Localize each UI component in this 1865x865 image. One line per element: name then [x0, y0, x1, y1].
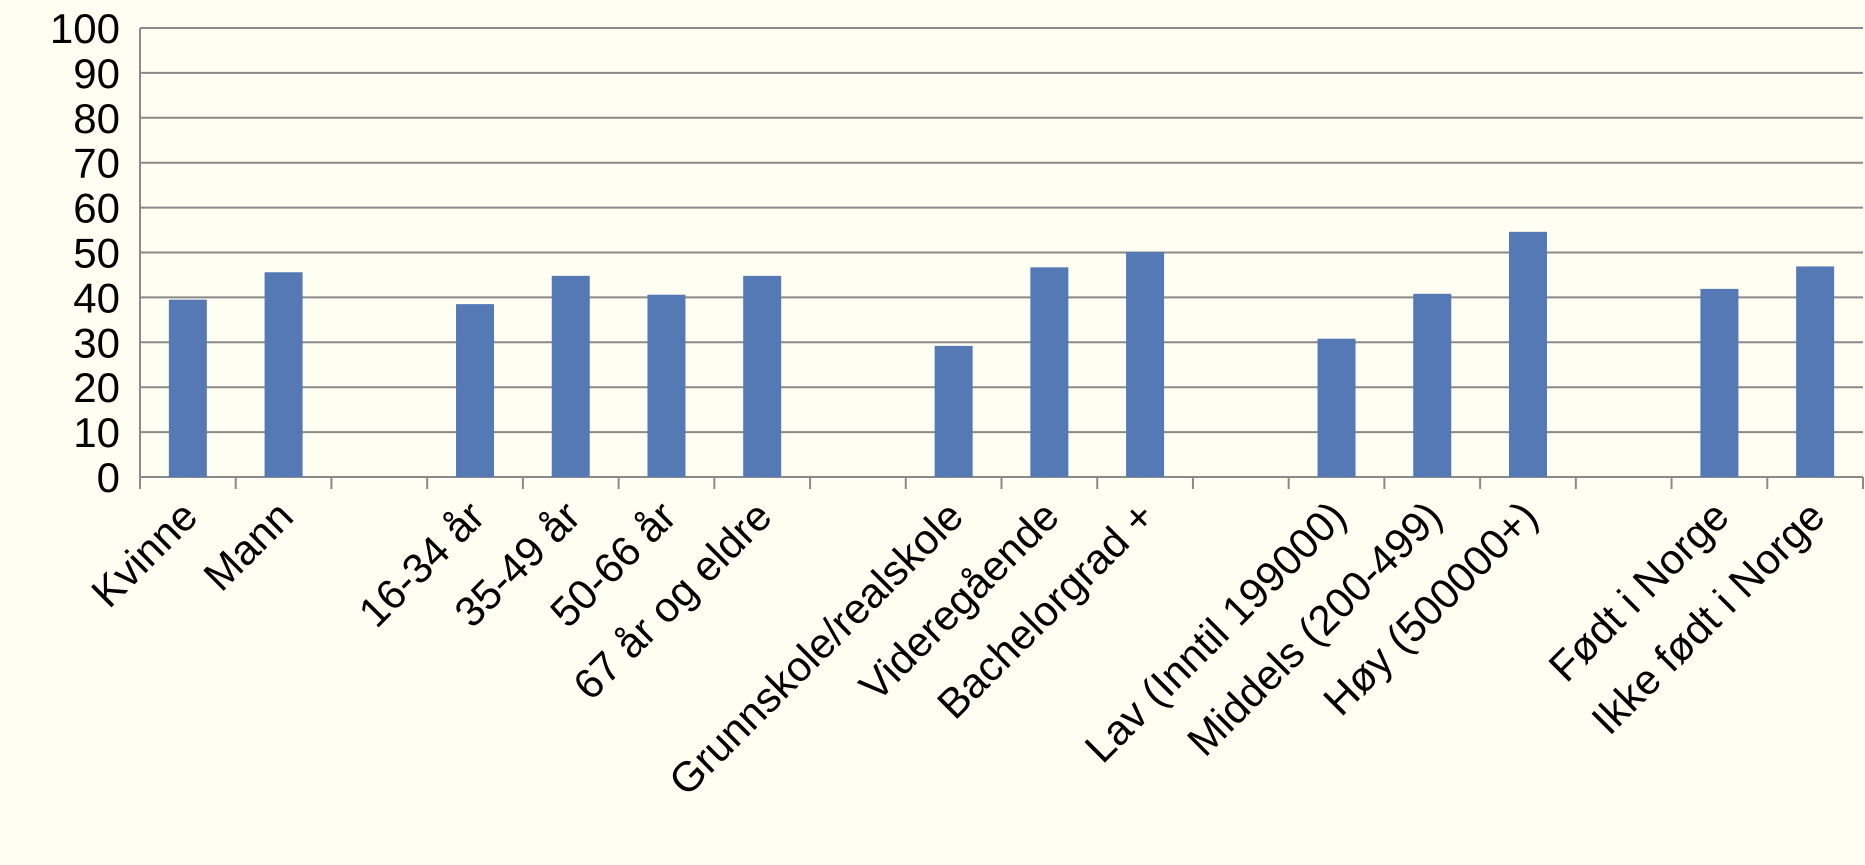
- y-tick-label: 30: [73, 319, 120, 366]
- bar: [934, 345, 973, 477]
- y-tick-label: 10: [73, 409, 120, 456]
- bar: [647, 294, 686, 477]
- bar: [1700, 288, 1739, 477]
- y-tick-label: 90: [73, 50, 120, 97]
- y-tick-label: 0: [97, 454, 120, 501]
- x-tick-label: Kvinne: [82, 492, 206, 616]
- bar: [168, 299, 207, 477]
- bar: [1126, 252, 1165, 477]
- y-tick-label: 80: [73, 95, 120, 142]
- y-tick-label: 50: [73, 230, 120, 277]
- bar: [1508, 231, 1547, 477]
- bar: [264, 272, 303, 477]
- bar: [1030, 267, 1069, 477]
- y-tick-label: 20: [73, 364, 120, 411]
- bar: [456, 304, 495, 477]
- bar: [1413, 293, 1452, 477]
- bar: [1796, 266, 1835, 477]
- bar: [1317, 338, 1356, 477]
- bar: [743, 275, 782, 477]
- x-tick-label: Mann: [194, 492, 302, 600]
- y-tick-label: 60: [73, 185, 120, 232]
- y-tick-label: 100: [50, 5, 120, 52]
- y-tick-label: 70: [73, 140, 120, 187]
- y-tick-label: 40: [73, 274, 120, 321]
- bar: [551, 275, 590, 477]
